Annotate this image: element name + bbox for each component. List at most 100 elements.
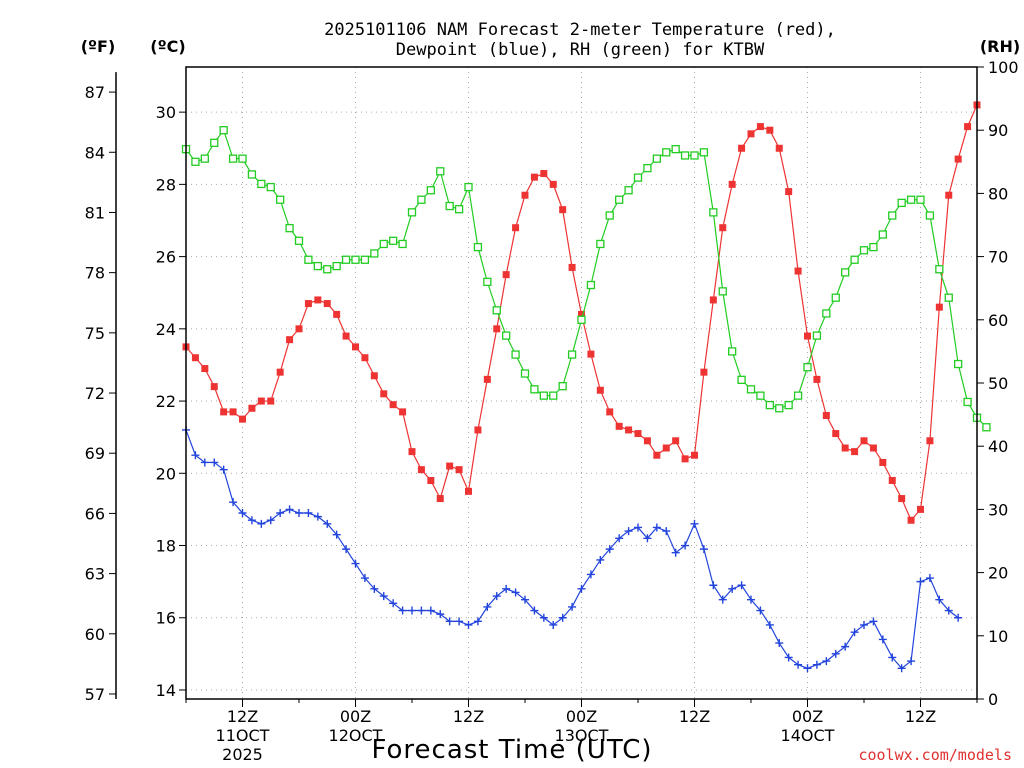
dewpoint-point: [539, 613, 548, 622]
dewpoint-point: [417, 606, 426, 615]
temperature-point: [229, 408, 237, 416]
dewpoint-point: [681, 541, 690, 550]
fahrenheit-tick-label: 87: [85, 83, 105, 102]
rh-point: [586, 280, 596, 290]
dewpoint-point: [794, 660, 803, 669]
fahrenheit-tick-label: 60: [85, 625, 105, 644]
fahrenheit-tick-label: 72: [85, 384, 105, 403]
temperature-point: [794, 267, 802, 275]
temperature-point: [342, 332, 350, 340]
rh-point: [793, 391, 803, 400]
dewpoint-point: [313, 512, 322, 521]
series-layer: [181, 101, 991, 673]
rh-point: [728, 347, 737, 356]
temperature-point: [775, 144, 783, 152]
dewpoint-point: [615, 534, 624, 543]
temperature-point: [851, 448, 859, 456]
rh-point: [276, 195, 285, 204]
rh-point: [464, 182, 473, 192]
temperature-point: [540, 170, 548, 178]
dewpoint-point: [285, 505, 294, 514]
temperature-point: [738, 144, 746, 152]
celsius-tick-label: 28: [156, 175, 176, 194]
dewpoint-point: [944, 606, 953, 615]
rh-tick-label: 40: [988, 437, 1008, 456]
rh-tick-label: 20: [988, 564, 1008, 583]
temperature-point: [625, 426, 633, 434]
chart-title-line2: Dewpoint (blue), RH (green) for KTBW: [396, 40, 765, 60]
temperature-point: [530, 173, 538, 181]
celsius-tick-label: 18: [156, 537, 176, 556]
celsius-tick-label: 20: [156, 464, 176, 483]
temperature-point: [502, 271, 510, 279]
dewpoint-point: [812, 660, 821, 669]
temperature-point: [512, 224, 520, 232]
rh-point: [257, 179, 266, 189]
x-tick-label: 13OCT: [555, 726, 609, 745]
temperature-point: [643, 437, 651, 445]
dewpoint-point: [765, 620, 774, 629]
temperature-point: [399, 408, 407, 416]
temperature-point: [785, 188, 793, 196]
fahrenheit-tick-label: 69: [85, 444, 105, 463]
temperature-point: [691, 451, 698, 459]
dewpoint-point: [502, 584, 511, 593]
dewpoint-point: [831, 649, 840, 658]
temperature-point: [455, 466, 463, 474]
dewpoint-point: [445, 617, 454, 626]
dewpoint-point: [276, 509, 285, 518]
temperature-point: [719, 224, 727, 232]
temperature-point: [756, 123, 764, 131]
temperature-point: [323, 300, 331, 308]
temperature-point: [314, 296, 322, 304]
temperature-point: [813, 375, 821, 383]
dewpoint-point: [634, 523, 642, 532]
x-tick-label: 12Z: [227, 707, 258, 726]
temperature-point: [276, 368, 284, 376]
temperature-point: [860, 437, 868, 445]
rh-point: [379, 239, 388, 249]
temperature-point: [615, 422, 623, 430]
temperature-point: [370, 372, 378, 380]
rh-point: [341, 255, 351, 264]
rh-point: [247, 170, 257, 179]
dewpoint-point: [850, 628, 859, 637]
celsius-unit-label: (ºC): [150, 37, 185, 56]
dewpoint-point: [897, 664, 906, 673]
temperature-point: [474, 426, 482, 434]
rh-point: [746, 385, 756, 394]
rh-point: [360, 255, 370, 264]
dewpoint-point: [191, 451, 200, 460]
rh-unit-label: (RH): [980, 37, 1020, 56]
x-tick-label: 12Z: [679, 707, 710, 726]
dewpoint-point: [596, 555, 605, 564]
dewpoint-point: [624, 527, 633, 536]
rh-point: [210, 138, 219, 147]
fahrenheit-tick-label: 81: [85, 203, 105, 222]
temperature-point: [304, 300, 312, 308]
dewpoint-point: [408, 606, 416, 615]
dewpoint-point: [841, 642, 850, 651]
series-rh: [181, 126, 991, 432]
temperature-point: [220, 408, 228, 416]
dewpoint-point: [342, 545, 351, 554]
rh-point: [520, 369, 530, 378]
dewpoint-point: [379, 592, 388, 601]
temperature-point: [568, 263, 576, 271]
dewpoint-point: [756, 606, 765, 615]
x-tick-label: 00Z: [340, 707, 371, 726]
temperature-point: [417, 466, 425, 474]
rh-tick-label: 60: [988, 311, 1008, 330]
temperature-point: [653, 451, 661, 459]
dewpoint-point: [860, 620, 868, 629]
dewpoint-point: [888, 653, 897, 662]
rh-point: [944, 293, 953, 302]
dewpoint-point: [925, 574, 934, 583]
rh-tick-label: 50: [988, 374, 1008, 393]
dewpoint-point: [747, 595, 755, 604]
x-tick-label: 12Z: [453, 707, 484, 726]
dewpoint-point: [549, 620, 558, 629]
rh-point: [925, 211, 935, 220]
series-line: [185, 128, 987, 428]
fahrenheit-unit-label: (ºF): [81, 37, 116, 56]
